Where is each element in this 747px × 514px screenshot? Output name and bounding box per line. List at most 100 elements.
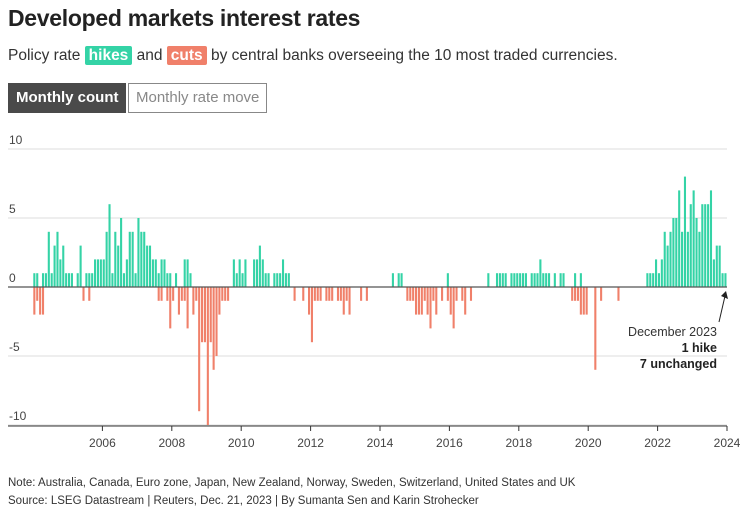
- cut-bar: [227, 287, 230, 301]
- cut-bar: [172, 287, 175, 301]
- cut-bar: [195, 287, 198, 301]
- cut-bar: [221, 287, 224, 301]
- hike-bar: [724, 273, 727, 287]
- hike-bar: [539, 259, 542, 287]
- hike-bar: [675, 218, 678, 287]
- cut-bar: [348, 287, 351, 315]
- hike-bar: [174, 273, 178, 287]
- cut-bar: [446, 287, 449, 301]
- cut-bar: [449, 287, 452, 315]
- hike-bar: [498, 273, 501, 287]
- cut-bar: [215, 287, 218, 356]
- cut-bar: [342, 287, 345, 315]
- cut-bar: [183, 287, 186, 301]
- hike-bar: [41, 273, 45, 287]
- hike-bar: [151, 259, 154, 287]
- hike-bar: [681, 231, 684, 287]
- hike-bar: [157, 273, 160, 287]
- hike-bar: [281, 259, 285, 287]
- cut-bar: [336, 287, 340, 301]
- cut-bar: [426, 287, 429, 315]
- hike-bar: [183, 259, 186, 287]
- hike-bar: [148, 245, 152, 287]
- annotation-date: December 2023: [628, 325, 717, 339]
- hike-bar: [678, 190, 681, 287]
- y-tick-label: 10: [9, 133, 23, 147]
- hike-bar: [276, 273, 279, 287]
- cut-bar: [455, 287, 458, 301]
- hike-bar: [683, 176, 687, 287]
- x-tick-label: 2016: [436, 436, 463, 450]
- hike-bar: [521, 273, 525, 287]
- subtitle-post: by central banks overseeing the 10 most …: [206, 47, 618, 64]
- hike-bar: [76, 273, 79, 287]
- cut-bar: [160, 287, 163, 301]
- cut-bar: [600, 287, 603, 301]
- cut-bar: [432, 287, 435, 301]
- hike-bar: [160, 259, 163, 287]
- hike-bar: [253, 259, 256, 287]
- hike-bar: [137, 218, 140, 287]
- hike-bar: [238, 259, 241, 287]
- hike-bar: [244, 259, 247, 287]
- cut-bar: [293, 287, 296, 301]
- hike-bar: [553, 273, 556, 287]
- hike-bar: [501, 273, 504, 287]
- hike-bar: [542, 273, 545, 287]
- hike-bar: [704, 204, 707, 287]
- hike-bar: [516, 273, 519, 287]
- hike-bar: [120, 218, 123, 287]
- subtitle-mid: and: [132, 47, 167, 64]
- hike-bar: [672, 218, 675, 287]
- hike-bar: [510, 273, 513, 287]
- cut-bar: [88, 287, 91, 301]
- hike-bar: [65, 273, 68, 287]
- cut-bar: [582, 287, 585, 315]
- hike-bar: [117, 245, 120, 287]
- hike-bar: [718, 245, 721, 287]
- hike-bar: [695, 218, 698, 287]
- y-tick-label: 0: [9, 271, 16, 285]
- hike-bar: [397, 273, 400, 287]
- hike-bar: [559, 273, 562, 287]
- hike-bar: [579, 273, 582, 287]
- hike-bar: [68, 273, 71, 287]
- y-tick-label: -5: [9, 340, 20, 354]
- hike-bar: [70, 273, 73, 287]
- chart-title: Developed markets interest rates: [8, 5, 361, 31]
- hike-bar: [562, 273, 565, 287]
- hike-bar: [143, 231, 146, 287]
- hike-bar: [530, 273, 533, 287]
- cut-bar: [331, 287, 334, 301]
- hike-bar: [94, 259, 97, 287]
- hike-bar: [574, 273, 577, 287]
- hike-bar: [273, 273, 276, 287]
- cut-bar: [169, 287, 172, 329]
- cut-bar: [180, 287, 183, 301]
- cut-bar: [420, 287, 423, 315]
- cut-bar: [157, 287, 160, 301]
- cut-bar: [345, 287, 348, 301]
- hike-bar: [88, 273, 91, 287]
- cut-bar: [423, 287, 426, 301]
- hike-bar: [111, 273, 114, 287]
- hike-bar: [79, 245, 82, 287]
- monthly-rate-move-button[interactable]: Monthly rate move: [128, 83, 268, 113]
- hike-bar: [108, 204, 111, 287]
- arrow-head-icon: [721, 291, 728, 299]
- x-tick-label: 2006: [89, 436, 116, 450]
- x-tick-label: 2018: [505, 436, 532, 450]
- hike-bar: [128, 231, 131, 287]
- monthly-count-button[interactable]: Monthly count: [8, 83, 127, 113]
- hike-bar: [446, 273, 449, 287]
- hike-bar: [279, 273, 282, 287]
- subtitle-pre: Policy rate: [8, 47, 85, 64]
- hike-bar: [241, 273, 244, 287]
- cut-bar: [319, 287, 322, 301]
- chart-source: Source: LSEG Datastream | Reuters, Dec. …: [8, 495, 479, 507]
- cut-bar: [365, 287, 368, 301]
- hike-bar: [669, 231, 672, 287]
- cut-bar: [224, 287, 227, 301]
- cut-bar: [218, 287, 221, 315]
